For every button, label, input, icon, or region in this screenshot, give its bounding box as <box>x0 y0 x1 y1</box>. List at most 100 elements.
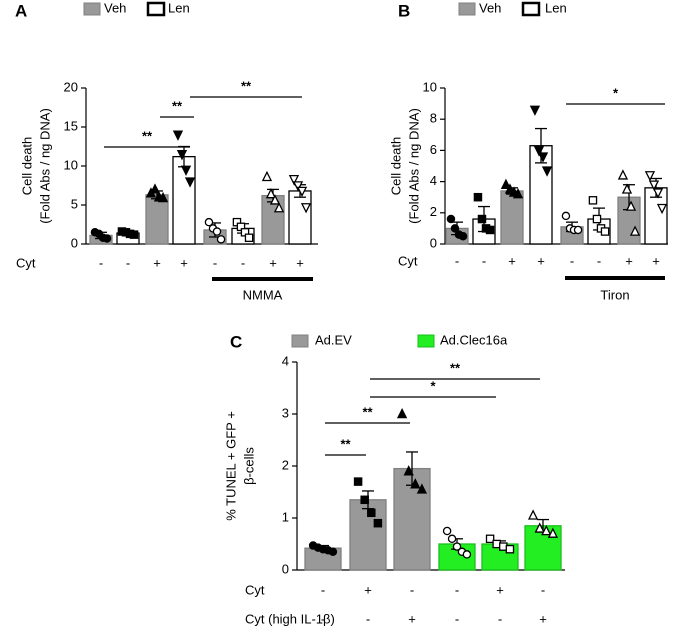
data-point <box>446 214 456 224</box>
y-tick-label: 3 <box>282 405 289 420</box>
data-point <box>216 235 226 244</box>
row-value: - <box>597 253 601 268</box>
data-point <box>396 407 408 419</box>
significance-label: * <box>613 85 619 100</box>
y-tick-label: 2 <box>430 204 437 219</box>
data-point <box>652 188 664 199</box>
data-point <box>462 550 472 559</box>
data-point <box>292 181 304 192</box>
y-tick-label: 20 <box>64 79 78 94</box>
row-value: + <box>625 253 633 268</box>
significance-label: ** <box>340 436 351 451</box>
row-value: + <box>153 255 161 270</box>
data-point <box>176 150 188 161</box>
data-point <box>102 234 112 243</box>
data-point <box>500 178 512 189</box>
group-label: NMMA <box>243 287 283 302</box>
data-point <box>617 169 629 180</box>
row-value: - <box>99 255 103 270</box>
panel-label: B <box>398 1 410 20</box>
row-value: - <box>213 255 217 270</box>
row-value: - <box>126 255 130 270</box>
y-tick-label: 8 <box>430 111 437 126</box>
row-label: Cyt <box>398 253 418 268</box>
row-value: - <box>366 611 370 626</box>
data-point <box>265 188 277 199</box>
data-point <box>244 233 254 243</box>
data-point <box>527 509 539 520</box>
y-axis-label: Cell death <box>388 137 403 196</box>
data-point <box>296 186 308 198</box>
data-point <box>629 225 641 236</box>
y-tick-label: 0 <box>282 561 289 576</box>
data-point <box>529 105 541 116</box>
data-point <box>442 526 452 536</box>
data-point <box>129 230 139 239</box>
significance-label: ** <box>172 98 183 113</box>
y-tick-label: 4 <box>430 173 437 188</box>
significance-label: ** <box>241 78 252 93</box>
row-value: - <box>455 253 459 268</box>
bar <box>145 194 169 245</box>
row-value: - <box>410 582 414 597</box>
y-axis-label: % TUNEL + GFP + <box>223 411 238 521</box>
data-point <box>547 527 559 538</box>
data-point <box>328 547 338 557</box>
y-tick-label: 6 <box>430 142 437 157</box>
y-axis-label: Cell death <box>19 137 34 196</box>
legend-label: Veh <box>479 0 501 15</box>
data-point <box>621 183 633 194</box>
y-tick-label: 15 <box>64 118 78 133</box>
data-point <box>269 194 281 205</box>
data-point <box>537 152 549 163</box>
data-point <box>534 522 545 533</box>
data-point <box>416 483 428 494</box>
y-axis-label: (Fold Abs / ng DNA) <box>37 108 52 224</box>
bar <box>500 190 524 245</box>
y-axis-label: (Fold Abs / ng DNA) <box>406 108 421 224</box>
row-value: + <box>269 255 277 270</box>
row-value: + <box>652 253 660 268</box>
y-tick-label: 2 <box>282 457 289 472</box>
y-tick-label: 5 <box>71 196 78 211</box>
row-value: - <box>241 255 245 270</box>
panel-label: C <box>230 332 242 351</box>
y-tick-label: 1 <box>282 509 289 524</box>
row-value: - <box>321 611 325 626</box>
data-point <box>367 508 376 518</box>
legend-swatch <box>458 2 476 16</box>
bar <box>288 190 312 245</box>
data-point <box>353 477 363 486</box>
row-value: + <box>180 255 188 270</box>
legend-label: Ad.Clec16a <box>440 332 508 347</box>
data-point <box>157 191 169 203</box>
legend-label: Len <box>168 0 190 15</box>
legend-label: Len <box>545 0 567 15</box>
data-point <box>204 217 214 227</box>
data-point <box>505 544 515 554</box>
data-point <box>485 534 495 544</box>
data-point <box>447 534 457 544</box>
row-value: - <box>455 582 459 597</box>
row-value: - <box>455 611 459 626</box>
y-tick-label: 0 <box>71 235 78 250</box>
data-point <box>600 227 610 236</box>
data-point <box>541 166 553 177</box>
row-value: - <box>541 582 545 597</box>
row-value: + <box>364 582 372 597</box>
data-point <box>300 203 312 214</box>
row-label: Cyt <box>16 255 36 270</box>
data-point <box>561 211 571 221</box>
data-point <box>360 495 369 505</box>
data-point <box>261 170 273 182</box>
data-point <box>180 165 192 176</box>
data-point <box>512 188 524 199</box>
legend-swatch <box>146 1 166 17</box>
row-value: + <box>408 611 416 626</box>
group-label: Tiron <box>600 287 629 302</box>
data-point <box>410 478 421 489</box>
legend-swatch <box>521 1 541 17</box>
significance-label: ** <box>142 128 153 143</box>
y-axis-label: β-cells <box>241 447 256 485</box>
